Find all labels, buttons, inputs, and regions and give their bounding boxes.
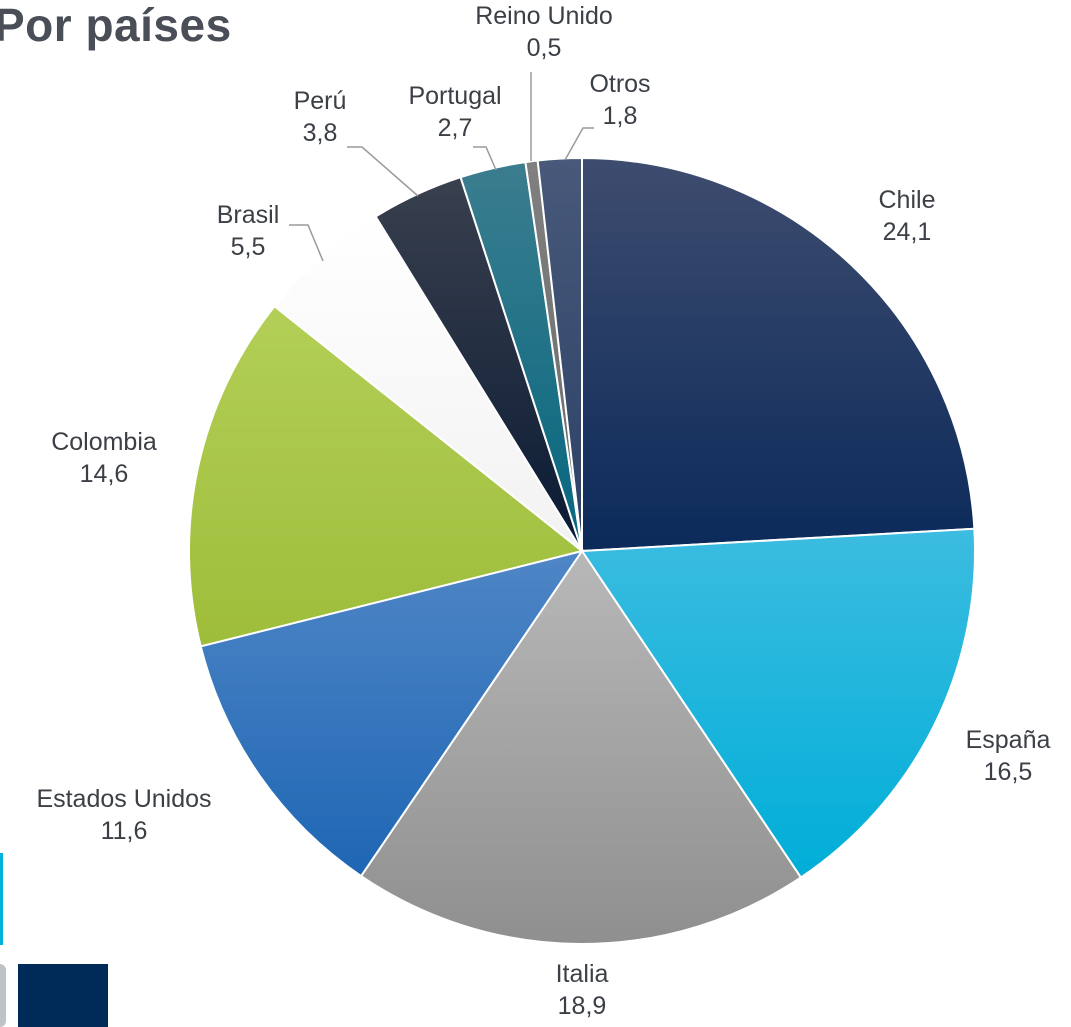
decorative-navy-block bbox=[18, 964, 108, 1027]
slice-value-label: 3,8 bbox=[303, 119, 338, 147]
pie-slice-colombia bbox=[188, 304, 585, 648]
slice-value-label: 24,1 bbox=[883, 218, 932, 246]
slice-value-label: 5,5 bbox=[231, 233, 266, 261]
pie-slice-otros bbox=[536, 156, 583, 552]
slice-name-label: Portugal bbox=[408, 82, 501, 110]
slice-value-label: 11,6 bbox=[101, 817, 148, 845]
slice-name-label: Brasil bbox=[217, 201, 280, 229]
slice-name-label: España bbox=[966, 726, 1051, 754]
slice-name-label: Reino Unido bbox=[475, 2, 613, 30]
slice-value-label: 0,5 bbox=[527, 34, 562, 62]
leader-line-portugal bbox=[473, 146, 497, 171]
chart-title: Por países bbox=[0, 0, 232, 51]
slice-value-label: 16,5 bbox=[984, 758, 1033, 786]
slice-value-label: 14,6 bbox=[80, 460, 129, 488]
slice-name-label: Otros bbox=[589, 70, 650, 98]
decorative-grey-tab bbox=[0, 964, 6, 1027]
leader-line-otros bbox=[564, 127, 594, 161]
slice-name-label: Chile bbox=[879, 186, 936, 214]
leader-lines bbox=[289, 72, 594, 262]
slice-name-label: Italia bbox=[556, 960, 609, 988]
leader-line-perú bbox=[347, 146, 419, 197]
slice-value-label: 18,9 bbox=[558, 992, 607, 1020]
pie-slice-chile bbox=[581, 156, 976, 553]
leader-line-brasil bbox=[289, 224, 324, 262]
pie-slice-italia bbox=[359, 549, 803, 945]
slice-labels: Chile 24,1 España 16,5 Italia 18,9 Estados Uni… bbox=[36, 2, 1050, 1020]
pie-slice-españa bbox=[580, 527, 976, 879]
slice-name-label: Colombia bbox=[51, 428, 157, 456]
decorative-cyan-bar bbox=[0, 853, 3, 945]
slice-value-label: 2,7 bbox=[438, 114, 473, 142]
pie-slice-estados-unidos bbox=[199, 549, 585, 878]
slice-name-label: Perú bbox=[294, 87, 347, 115]
slice-value-label: 1,8 bbox=[603, 102, 638, 130]
pie-slices bbox=[188, 156, 976, 945]
slice-name-label: Estados Unidos bbox=[36, 785, 211, 813]
